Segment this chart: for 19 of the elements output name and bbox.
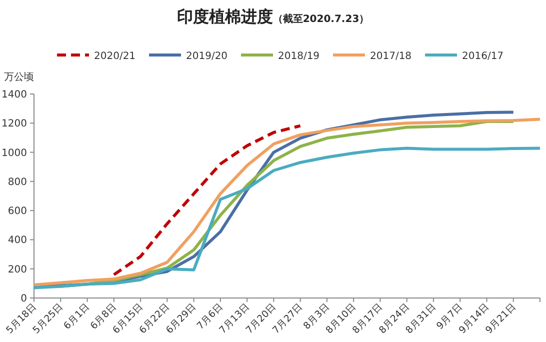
y-tick-label: 0 — [20, 294, 27, 304]
legend-label: 2016/17 — [462, 51, 504, 62]
legend-label: 2018/19 — [278, 51, 320, 62]
y-tick-label: 400 — [8, 235, 27, 246]
legend-label: 2017/18 — [370, 51, 412, 62]
y-tick-label: 1000 — [2, 148, 27, 159]
y-tick-label: 1400 — [2, 90, 27, 100]
y-tick-label: 200 — [8, 264, 27, 276]
y-tick-label: 600 — [8, 206, 27, 218]
chart-subtitle: （截至2020.7.23） — [272, 13, 370, 25]
y-axis-title: 万公顷 — [4, 71, 34, 83]
legend-label: 2020/21 — [94, 51, 136, 62]
y-tick-label: 800 — [8, 176, 27, 188]
chart-title: 印度植棉进度 — [176, 7, 273, 26]
legend-label: 2019/20 — [186, 51, 228, 62]
x-tick-label: 6月1日 — [62, 301, 92, 332]
line-series — [112, 124, 302, 276]
y-tick-label: 1200 — [2, 118, 27, 130]
line-series — [32, 146, 542, 290]
